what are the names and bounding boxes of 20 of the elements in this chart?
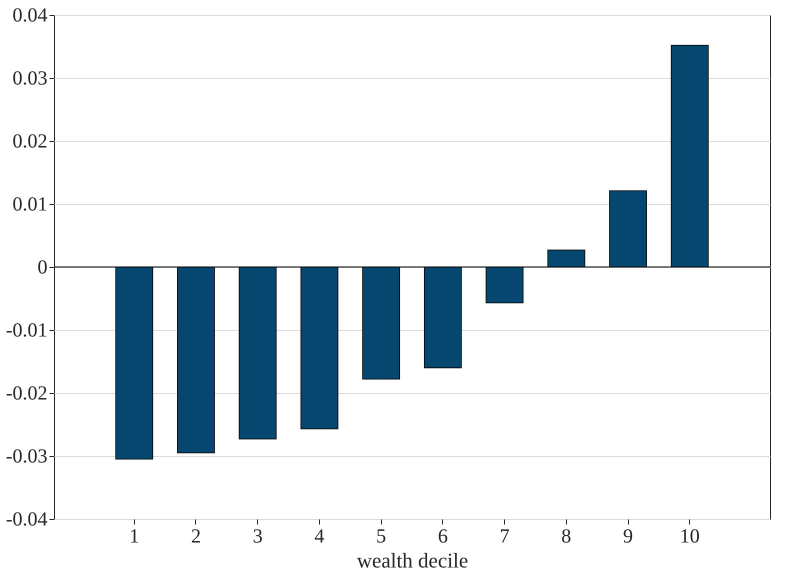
x-tick-label: 4 [314,526,324,548]
y-tick-label: 0 [38,256,48,278]
x-axis-title: wealth decile [356,548,468,572]
x-tick-label: 2 [190,526,201,548]
x-tick-label: 10 [680,526,700,548]
x-tick-label: 8 [561,526,572,548]
x-tick-label: 9 [623,526,634,548]
y-tick-label: -0.04 [6,508,48,530]
y-tick-label: -0.03 [6,446,48,468]
y-tick-label: -0.01 [6,320,48,342]
y-tick-label: 0.02 [12,130,48,152]
x-tick-label: 1 [129,526,140,548]
y-tick-label: 0.04 [12,4,48,26]
x-tick-label: 5 [376,526,386,548]
y-tick-label: -0.02 [6,382,48,404]
x-tick-label: 3 [252,526,263,548]
x-tick-label: 7 [500,526,510,548]
y-tick-label: 0.01 [12,194,48,216]
y-tick-label: 0.03 [12,68,48,90]
x-tick-label: 6 [438,526,448,548]
